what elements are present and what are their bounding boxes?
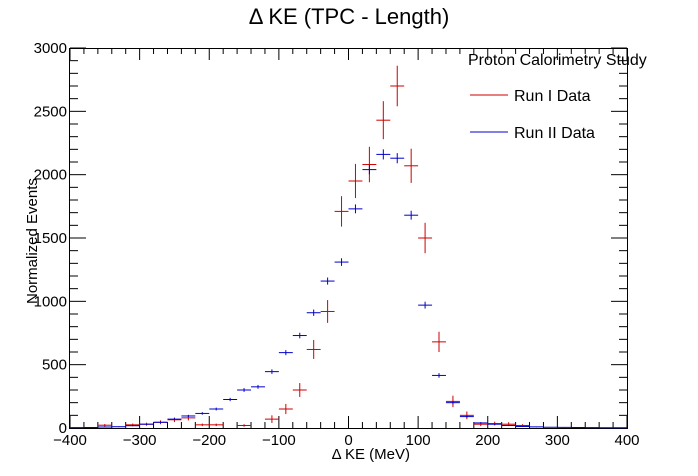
data-point [125, 425, 140, 427]
data-point [348, 204, 363, 214]
data-point [83, 426, 98, 428]
legend: Proton Calorimetry Study Run I Data Run I… [468, 52, 647, 142]
legend-header: Proton Calorimetry Study [468, 52, 647, 69]
data-point [390, 153, 405, 164]
y-tick-label: 2500 [34, 103, 67, 120]
data-point [237, 424, 252, 427]
data-point [459, 411, 474, 420]
data-point [376, 101, 391, 140]
x-tick-label: −100 [262, 432, 296, 449]
chart-title: Δ KE (TPC - Length) [249, 4, 450, 29]
y-tick-label: 3000 [34, 40, 67, 57]
series-run-ii-data [70, 149, 627, 429]
data-point [529, 426, 544, 428]
data-point [515, 425, 530, 427]
y-tick-label: 2000 [34, 167, 67, 184]
y-axis-label: Normalized Events [24, 178, 41, 304]
data-point [348, 163, 363, 199]
data-point [418, 222, 433, 254]
data-point [404, 148, 419, 183]
tick-labels: −400 −300 −200 −100 0 100 200 300 400 0 500 1000 150… [34, 40, 640, 449]
data-point [251, 384, 265, 389]
data-point [278, 350, 293, 356]
data-point [320, 300, 335, 323]
data-point [432, 373, 446, 378]
data-point [278, 403, 293, 415]
x-tick-label: −300 [123, 432, 157, 449]
data-point [334, 258, 349, 266]
data-point [167, 418, 182, 421]
data-point [459, 415, 474, 418]
x-tick-label: −400 [53, 432, 87, 449]
data-series [70, 65, 627, 429]
data-point [418, 301, 433, 309]
data-point [111, 426, 126, 428]
data-point [320, 277, 335, 285]
data-point [501, 424, 516, 426]
data-point [557, 426, 572, 428]
data-point [97, 426, 112, 428]
data-point [306, 339, 321, 359]
y-tick-label: 500 [42, 357, 67, 374]
data-point [223, 397, 238, 402]
data-point [139, 423, 154, 425]
data-point [209, 423, 224, 427]
data-point [445, 401, 460, 405]
data-point [585, 427, 600, 429]
data-point [195, 412, 210, 415]
axis-ticks [69, 47, 628, 429]
y-tick-label: 1000 [34, 293, 67, 310]
data-point [487, 423, 502, 425]
data-point [181, 414, 196, 418]
data-point [97, 423, 112, 427]
data-point [362, 146, 377, 183]
data-point [334, 196, 349, 227]
legend-label: Run I Data [514, 88, 591, 105]
data-point [473, 422, 488, 424]
data-point [543, 426, 558, 428]
data-point [432, 331, 446, 352]
x-tick-label: 0 [344, 432, 352, 449]
data-point [306, 309, 321, 316]
data-point [237, 388, 252, 392]
x-tick-label: 400 [614, 432, 639, 449]
data-point [153, 421, 168, 424]
data-point [70, 427, 84, 429]
y-tick-label: 0 [59, 420, 67, 437]
x-tick-label: −200 [192, 432, 226, 449]
legend-label: Run II Data [514, 125, 595, 142]
data-point [292, 383, 307, 397]
x-tick-label: 300 [545, 432, 570, 449]
y-tick-label: 1500 [34, 230, 67, 247]
data-point [362, 164, 377, 175]
data-point [390, 65, 405, 107]
data-point [264, 369, 279, 374]
x-axis-label: Δ KE (MeV) [332, 446, 410, 463]
data-point [292, 332, 307, 339]
data-point [209, 407, 224, 411]
data-point [376, 149, 391, 160]
data-point [404, 210, 419, 220]
data-point [571, 426, 586, 428]
data-point [264, 415, 279, 423]
x-tick-label: 100 [406, 432, 431, 449]
x-tick-label: 200 [475, 432, 500, 449]
data-point [195, 423, 210, 427]
